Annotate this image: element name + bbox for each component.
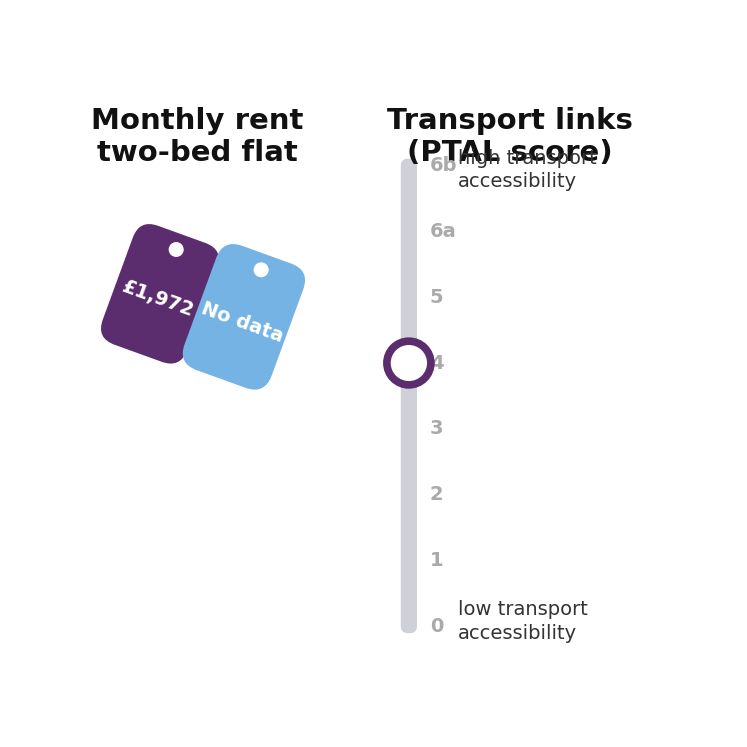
Text: No data: No data [198, 299, 285, 346]
Text: £1,972: £1,972 [120, 277, 196, 321]
Text: 3: 3 [430, 419, 443, 438]
FancyBboxPatch shape [183, 244, 305, 390]
Text: 1: 1 [430, 551, 444, 570]
Text: Transport links
(PTAL score): Transport links (PTAL score) [387, 107, 633, 167]
Text: 0: 0 [430, 617, 443, 636]
Text: 4: 4 [430, 353, 444, 373]
Text: 5: 5 [430, 288, 444, 307]
Circle shape [387, 341, 431, 385]
FancyBboxPatch shape [101, 224, 219, 364]
Circle shape [253, 262, 269, 277]
Text: 2: 2 [430, 485, 444, 504]
Text: 6b: 6b [430, 156, 457, 175]
Text: Monthly rent
two-bed flat: Monthly rent two-bed flat [91, 107, 304, 167]
Text: high transport
accessibility: high transport accessibility [458, 149, 597, 191]
Text: low transport
accessibility: low transport accessibility [458, 601, 588, 643]
FancyBboxPatch shape [401, 158, 417, 633]
Text: 6a: 6a [430, 222, 456, 241]
Circle shape [169, 242, 184, 257]
